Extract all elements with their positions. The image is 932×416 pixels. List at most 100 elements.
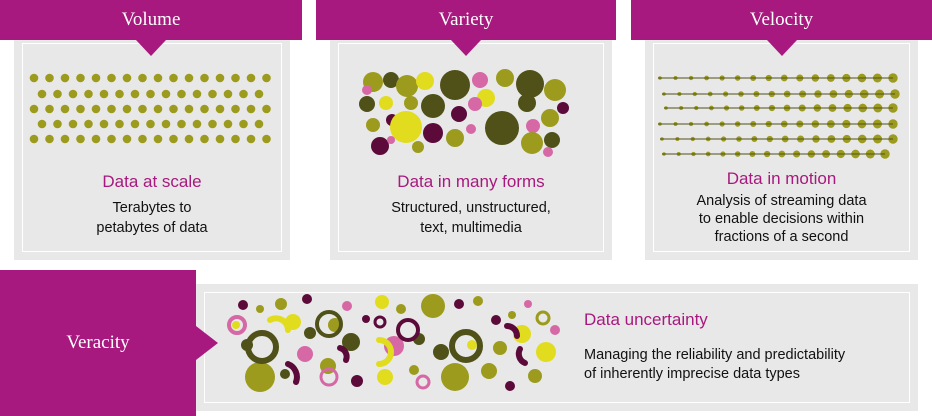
veracity-crescent <box>337 345 350 363</box>
volume-dot <box>215 104 225 114</box>
veracity-dot <box>232 321 240 329</box>
volume-dot <box>53 89 62 99</box>
variety-bubble <box>362 85 372 95</box>
veracity-dot <box>493 341 507 355</box>
volume-dot <box>37 89 47 99</box>
veracity-dot <box>362 315 370 323</box>
veracity-dot <box>256 305 264 313</box>
variety-header: Variety <box>316 0 616 56</box>
volume-dot <box>138 134 147 144</box>
veracity-dot <box>467 340 477 350</box>
volume-dot <box>91 134 101 144</box>
veracity-dot <box>396 304 406 314</box>
velocity-description: Analysis of streaming data to enable dec… <box>645 192 918 246</box>
variety-title: Data in many forms <box>397 172 545 191</box>
veracity-dot <box>302 294 312 304</box>
volume-dot <box>68 89 78 99</box>
veracity-dot <box>454 299 464 309</box>
volume-dot <box>231 134 240 144</box>
volume-dot <box>262 73 271 83</box>
volume-dot <box>29 104 39 114</box>
volume-dot <box>200 104 209 114</box>
variety-bubble <box>451 106 467 122</box>
volume-dot <box>223 89 233 99</box>
veracity-header: Veracity <box>0 270 218 416</box>
veracity-dot <box>304 327 316 339</box>
veracity-ring <box>396 318 420 342</box>
variety-bubble <box>423 123 443 143</box>
volume-dot <box>107 134 116 144</box>
variety-bubble <box>516 70 544 98</box>
veracity-crescent <box>285 361 300 385</box>
veracity-card <box>196 284 918 411</box>
volume-dot <box>91 104 101 114</box>
volume-dot <box>138 104 147 114</box>
volume-dot <box>107 73 116 83</box>
veracity-dot <box>524 300 532 308</box>
volume-dot <box>215 134 225 144</box>
veracity-ring <box>245 330 279 364</box>
volume-dot <box>153 104 163 114</box>
variety-description: Structured, unstructured, text, multimed… <box>330 198 612 238</box>
variety-bubble <box>383 72 399 88</box>
variety-bubble <box>543 147 553 157</box>
veracity-ring <box>315 310 343 338</box>
variety-bubble <box>485 111 519 145</box>
volume-dot <box>208 89 217 99</box>
variety-bubble <box>396 75 418 97</box>
velocity-card <box>645 35 918 260</box>
veracity-dot <box>377 369 393 385</box>
volume-dot <box>45 134 54 144</box>
veracity-dot <box>421 294 445 318</box>
volume-card <box>14 35 290 260</box>
veracity-dot <box>375 295 389 309</box>
volume-dot <box>138 73 147 83</box>
volume-description-line-2: petabytes of data <box>96 220 208 236</box>
variety-bubble <box>421 94 445 118</box>
variety-bubble <box>544 79 566 101</box>
veracity-ring <box>227 315 247 335</box>
volume-dot <box>115 89 124 99</box>
variety-bubble <box>416 72 434 90</box>
variety-bubble <box>541 109 559 127</box>
veracity-dot <box>481 363 497 379</box>
volume-dot <box>169 134 178 144</box>
volume-dot <box>208 119 217 129</box>
veracity-crescent <box>515 346 528 366</box>
volume-dot <box>239 119 248 129</box>
volume-dot <box>262 104 271 114</box>
variety-bubble <box>387 136 395 144</box>
variety-bubble <box>526 119 540 133</box>
variety-bubble <box>412 141 424 153</box>
variety-description-line-2: text, multimedia <box>420 220 522 236</box>
volume-dot-grid <box>29 73 271 144</box>
veracity-ring <box>373 315 387 329</box>
volume-dot <box>60 134 70 144</box>
volume-description-line-1: Terabytes to <box>112 200 192 216</box>
volume-dot <box>215 73 225 83</box>
variety-bubble <box>472 72 488 88</box>
veracity-dot <box>433 344 449 360</box>
volume-dot <box>262 134 271 144</box>
variety-bubble <box>404 96 418 110</box>
variety-bubble <box>379 96 393 110</box>
volume-dot <box>246 104 256 114</box>
variety-bubble <box>518 94 536 112</box>
veracity-dot <box>280 369 290 379</box>
volume-dot <box>84 119 93 129</box>
veracity-dot <box>528 369 542 383</box>
veracity-dot <box>508 311 516 319</box>
variety-bubble <box>390 111 422 143</box>
volume-dot <box>45 73 54 83</box>
velocity-description-line-2: to enable decisions within <box>698 211 865 227</box>
velocity-title: Data in motion <box>726 169 837 188</box>
volume-dot <box>130 119 140 129</box>
veracity-ring <box>449 329 483 363</box>
volume-dot <box>91 73 101 83</box>
volume-dot <box>161 89 171 99</box>
volume-dot <box>84 89 93 99</box>
variety-bubble <box>544 132 560 148</box>
variety-bubble <box>440 70 470 100</box>
variety-bubble <box>366 118 380 132</box>
